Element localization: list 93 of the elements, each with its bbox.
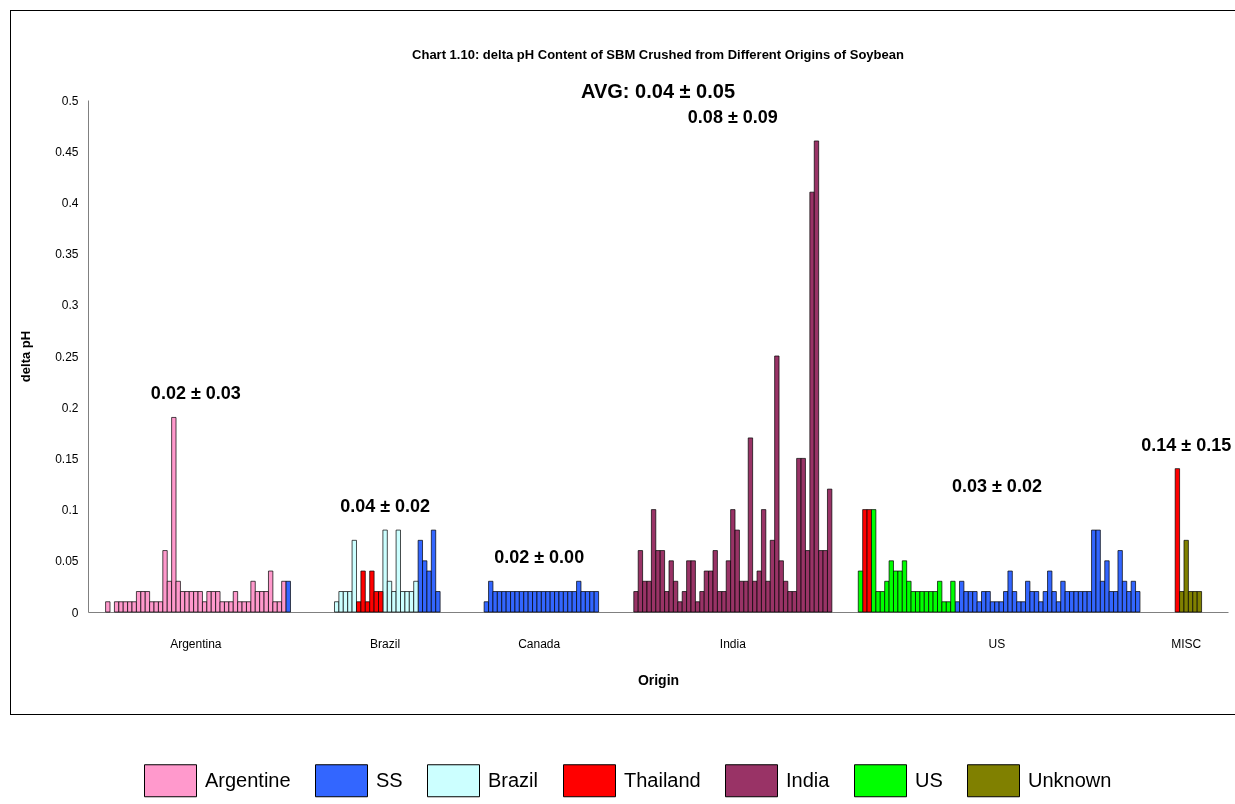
x-tick-label: Argentina xyxy=(170,636,222,651)
bar xyxy=(800,458,806,613)
bar xyxy=(395,529,401,613)
x-tick-label: India xyxy=(719,636,747,651)
annotation: 0.02 ± 0.03 xyxy=(150,383,241,404)
y-tick-label: 0.15 xyxy=(55,451,79,466)
x-tick-label: US xyxy=(988,636,1006,651)
x-tick-label: Canada xyxy=(518,636,561,651)
bar xyxy=(1183,539,1189,613)
bar xyxy=(250,580,256,613)
y-tick-label: 0.5 xyxy=(61,93,79,108)
y-tick-label: 0.25 xyxy=(55,349,79,364)
bar xyxy=(1073,591,1079,613)
bar xyxy=(118,601,124,613)
bar xyxy=(144,591,150,613)
y-tick-label: 0.4 xyxy=(61,195,79,210)
legend-label: Thailand xyxy=(624,768,701,791)
bar xyxy=(1095,529,1101,613)
bar xyxy=(593,591,599,613)
bar xyxy=(1174,468,1180,613)
bar xyxy=(959,580,965,613)
bar xyxy=(523,591,529,613)
annotation: 0.14 ± 0.15 xyxy=(1141,434,1232,455)
legend-label: US xyxy=(915,768,943,791)
x-tick-label: Brazil xyxy=(370,636,401,651)
bar xyxy=(369,570,375,613)
legend-label: India xyxy=(786,768,831,791)
bar xyxy=(505,591,511,613)
bar xyxy=(813,140,820,613)
bar xyxy=(589,591,595,613)
bar xyxy=(668,560,674,613)
bar xyxy=(514,591,520,613)
bar xyxy=(338,591,344,613)
bar xyxy=(659,550,665,613)
bar xyxy=(285,580,291,613)
bar xyxy=(1196,591,1202,613)
bar xyxy=(545,591,551,613)
bar xyxy=(1007,570,1013,613)
bar xyxy=(536,591,542,613)
bar xyxy=(105,601,111,613)
y-tick-label: 0 xyxy=(71,605,79,620)
bar xyxy=(1033,591,1040,613)
bar xyxy=(1104,560,1110,613)
y-tick-label: 0.05 xyxy=(55,554,79,569)
legend-label: Argentine xyxy=(205,768,291,791)
bar xyxy=(888,560,894,613)
bar xyxy=(215,591,221,613)
bar xyxy=(140,591,146,613)
bar xyxy=(351,539,357,613)
bar xyxy=(576,580,582,613)
y-tick-label: 0.2 xyxy=(61,400,79,415)
bar xyxy=(747,437,753,613)
bar xyxy=(972,591,978,613)
bar xyxy=(162,550,168,613)
bar xyxy=(774,355,780,613)
bar xyxy=(567,591,573,613)
bar xyxy=(1192,591,1198,613)
annotation: 0.04 ± 0.02 xyxy=(340,496,431,517)
bar xyxy=(919,591,925,613)
bar xyxy=(232,591,238,613)
x-axis-title: Origin xyxy=(637,671,680,688)
y-tick-label: 0.45 xyxy=(55,144,79,159)
bar xyxy=(558,591,564,613)
annotation: 0.02 ± 0.00 xyxy=(494,547,585,568)
bar xyxy=(1117,550,1123,613)
bar xyxy=(985,591,991,613)
legend-label: Unknown xyxy=(1028,768,1112,791)
bar xyxy=(404,591,410,613)
chart-title: Chart 1.10: delta pH Content of SBM Crushed from Different Origins of Soybean xyxy=(412,47,904,62)
bar xyxy=(241,601,247,613)
legend-label: Brazil xyxy=(488,768,539,791)
bar xyxy=(197,591,203,613)
y-tick-label: 0.35 xyxy=(55,247,79,262)
bar xyxy=(1060,580,1066,613)
annotation: 0.08 ± 0.09 xyxy=(687,106,778,127)
bar xyxy=(206,591,212,613)
bar xyxy=(171,417,177,613)
bar xyxy=(382,529,388,613)
chart-subtitle: AVG: 0.04 ± 0.05 xyxy=(580,80,736,102)
annotation: 0.03 ± 0.02 xyxy=(951,475,1042,496)
y-tick-label: 0.3 xyxy=(61,298,79,313)
y-axis-title: delta pH xyxy=(18,330,34,383)
bar xyxy=(360,570,366,613)
bar xyxy=(712,550,718,613)
legend-label: SS xyxy=(376,768,403,791)
bar xyxy=(430,529,437,613)
bar xyxy=(950,580,956,613)
bar xyxy=(1082,591,1088,613)
bar xyxy=(690,560,696,613)
bar xyxy=(153,601,159,613)
bar xyxy=(184,591,190,613)
y-tick-label: 0.1 xyxy=(61,503,79,518)
x-tick-label: MISC xyxy=(1171,636,1202,651)
